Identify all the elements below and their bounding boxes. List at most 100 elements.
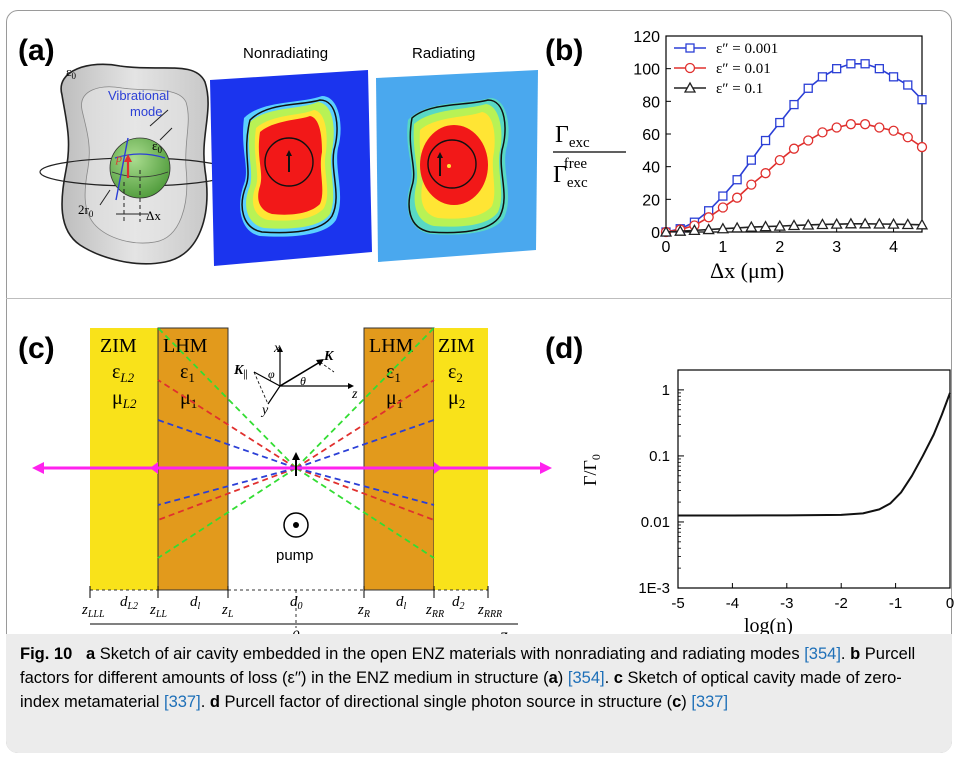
b-point [759,220,772,232]
b-point [874,64,884,74]
d-L2: dL2 [120,594,138,612]
b-legend-marker [683,81,697,93]
dx-label: Δx [146,208,161,223]
b-point [832,64,842,74]
beam-blue-ur [295,419,435,469]
d-xtick-label: 0 [946,595,954,612]
d-l-left: dl [190,594,201,612]
caption-ref-354-a[interactable]: [354] [804,645,841,663]
b-point [917,95,927,105]
caption-text-d-end: ) [681,693,692,711]
lhm-right-label: LHM [369,335,414,357]
beam-blue-ll [157,467,297,506]
b-legend-label: ε″ = 0.01 [716,61,771,77]
figure-caption: Fig. 10 a Sketch of air cavity embedded … [20,642,940,714]
radius-pointer [99,189,111,206]
nonradiating-label: Nonradiating [243,45,328,62]
b-point [789,99,799,110]
b-point [788,143,800,154]
d-xtick-label: -3 [780,595,793,612]
z-RRR: zRRR [477,602,502,620]
radiating-sphere [427,139,477,189]
b-point [760,168,771,179]
mu-2: μ2 [448,387,465,411]
d-xtick-label: -4 [726,595,739,612]
panel-b-xlabel: Δx (μm) [710,258,784,283]
nonradiating-sphere [264,137,314,187]
theta-label: θ [300,374,306,388]
caption-text-a: Sketch of air cavity embedded in the ope… [95,645,805,663]
panel-b-ylabel-num: Γexc [555,122,590,151]
epsilon0-inner: ε0 [152,138,162,155]
b-point [659,225,673,237]
zim-right-label: ZIM [438,335,475,357]
b-point [674,224,687,236]
caption-ref-337-d[interactable]: [337] [691,693,729,711]
panel-a: (a) ε0 Vibrational mode p ε0 2r0 Δx Nonr… [18,34,538,266]
caption-ref-337-c[interactable]: [337] [163,693,201,711]
b-point [874,122,885,133]
b-xtick-label: 4 [889,239,898,256]
b-ytick-label: 120 [633,29,660,46]
b-point [787,219,801,231]
magenta-arrow-rr [434,462,442,474]
radiating-label: Radiating [412,45,475,62]
b-point [803,83,813,93]
caption-c: c [613,669,623,687]
zim-right-slab [434,328,488,590]
b-point [817,127,828,138]
lhm-left-label: LHM [163,335,208,357]
phi-label: φ [268,367,275,381]
beam-red-ll [157,467,297,521]
nonradiating-dipole-head [286,150,292,156]
axis-z-label: z [351,387,358,402]
eps-1-left: ε1 [180,361,195,385]
nonradiating-boundary [241,99,338,234]
radiating-boundary [408,99,506,234]
b-point [688,224,701,236]
caption-ref-354-b[interactable]: [354] [567,669,605,687]
caption-b-a: a [548,669,558,687]
d-2: d2 [452,594,465,612]
b-point [746,179,757,190]
b-point [716,222,729,234]
lhm-left-slab [157,327,229,591]
z-L: zL [221,602,234,620]
b-point [773,219,786,231]
b-point [846,59,856,69]
b-point [844,217,857,229]
dipole-arrow-head [124,154,132,162]
b-ytick-label: 100 [633,62,660,79]
dim-ticks [89,586,489,598]
b-ytick-label: 40 [642,160,660,177]
b-point [831,122,842,133]
dim-labels: zLLL dL2 zLL dl zL d0 zR dl zRR d2 zRRR [81,594,502,620]
beam-red-ul [157,379,297,469]
b-point [718,191,728,201]
b-point [859,217,872,229]
radiating-dot [447,164,451,168]
beam-green-ul [157,327,297,469]
axis-x-label: x [273,341,281,356]
d-series-line [678,392,951,517]
z-axis-label: z [499,625,508,640]
b-point [888,72,899,82]
b-point [803,135,814,146]
k-vector [279,361,321,387]
b-point [887,217,900,229]
b-point [816,218,829,230]
d-xtick-label: -1 [889,595,902,612]
caption-text-b: Purcell factors for different amounts of… [20,645,916,687]
panel-divider [6,298,952,299]
d-xtick-label: -5 [671,595,684,612]
k-label: K [323,349,335,364]
b-xtick-label: 1 [718,239,727,256]
b-point [732,175,742,185]
caption-sep-b: . [840,645,851,663]
p-label: p [115,151,122,165]
b-point [731,221,744,233]
k-parallel-label: K|| [233,363,248,380]
b-point [903,80,913,90]
d-ytick-label: 1E-3 [638,580,670,597]
panel-b-ylabel-den: Γexcfree [553,156,588,191]
